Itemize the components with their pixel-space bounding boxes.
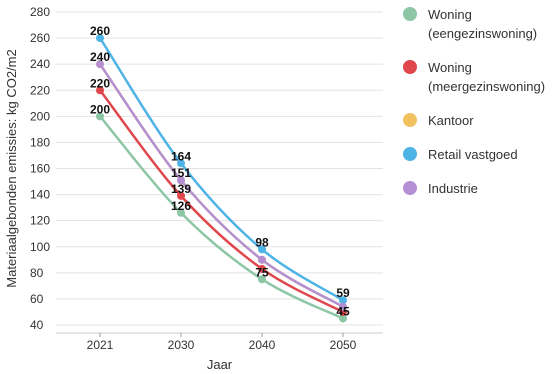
data-point — [96, 34, 104, 43]
y-tick-label: 120 — [30, 214, 50, 228]
data-label: 220 — [90, 76, 110, 90]
data-label: 139 — [171, 182, 191, 196]
legend-label: Woning — [428, 7, 472, 22]
data-label: 59 — [336, 286, 350, 300]
data-point — [258, 255, 266, 264]
legend-marker — [403, 181, 417, 195]
y-tick-label: 240 — [30, 57, 50, 71]
x-axis-ticks: 2021 2030 2040 2050 — [87, 333, 357, 352]
y-tick-label: 140 — [30, 188, 50, 202]
data-point — [96, 60, 104, 69]
data-point — [96, 112, 104, 121]
y-tick-label: 260 — [30, 31, 50, 45]
data-point — [258, 264, 266, 273]
data-label: 164 — [171, 149, 191, 163]
data-label: 126 — [171, 199, 191, 213]
data-label: 151 — [171, 166, 191, 180]
y-tick-label: 160 — [30, 162, 50, 176]
series-line — [99, 89, 344, 314]
data-labels: 260 240 220 200 164 151 139 126 98 75 59 45 — [90, 24, 350, 318]
data-point — [177, 208, 185, 217]
y-tick-label: 60 — [30, 292, 44, 306]
y-tick-label: 200 — [30, 109, 50, 123]
data-point — [339, 296, 347, 305]
y-axis-title: Materiaalgebonden emissies: kg CO2/m2 — [4, 49, 19, 287]
data-point — [258, 275, 266, 284]
data-point — [96, 86, 104, 95]
y-tick-label: 220 — [30, 83, 50, 97]
series-line — [99, 115, 344, 320]
data-point — [177, 191, 185, 200]
legend-marker — [403, 147, 417, 161]
data-point — [177, 159, 185, 168]
series-points — [96, 34, 347, 323]
y-axis-ticks: 40 60 80 100 120 140 160 180 200 220 240 260 280 — [30, 5, 50, 332]
series-line — [98, 37, 344, 302]
legend-label: Retail vastgoed — [428, 147, 518, 162]
legend: Woning (eengezinswoning) Woning (meergezins… — [403, 7, 545, 196]
legend-label: (meergezinswoning) — [428, 79, 545, 94]
data-label: 240 — [90, 50, 110, 64]
series-line — [98, 63, 344, 308]
legend-marker — [403, 113, 417, 127]
x-tick-label: 2021 — [87, 338, 114, 352]
legend-marker — [403, 60, 417, 74]
data-label: 98 — [255, 235, 269, 249]
data-point — [258, 245, 266, 254]
series-lines — [98, 37, 344, 320]
data-point — [177, 176, 185, 185]
x-tick-label: 2050 — [330, 338, 357, 352]
data-label: 200 — [90, 102, 110, 116]
y-tick-label: 80 — [30, 266, 44, 280]
data-label: 45 — [336, 304, 350, 318]
data-point — [339, 302, 347, 311]
y-tick-label: 100 — [30, 240, 50, 254]
legend-marker — [403, 7, 417, 21]
x-axis-title: Jaar — [207, 357, 233, 372]
legend-label: Kantoor — [428, 113, 474, 128]
x-tick-label: 2030 — [168, 338, 195, 352]
data-label: 260 — [90, 24, 110, 38]
y-tick-label: 280 — [30, 5, 50, 19]
y-tick-label: 40 — [30, 318, 44, 332]
y-tick-label: 180 — [30, 135, 50, 149]
x-tick-label: 2040 — [249, 338, 276, 352]
data-label: 75 — [255, 265, 269, 279]
series-line — [98, 63, 344, 308]
legend-label: Woning — [428, 60, 472, 75]
legend-label: (eengezinswoning) — [428, 26, 537, 41]
legend-label: Industrie — [428, 181, 478, 196]
data-point — [339, 314, 347, 323]
